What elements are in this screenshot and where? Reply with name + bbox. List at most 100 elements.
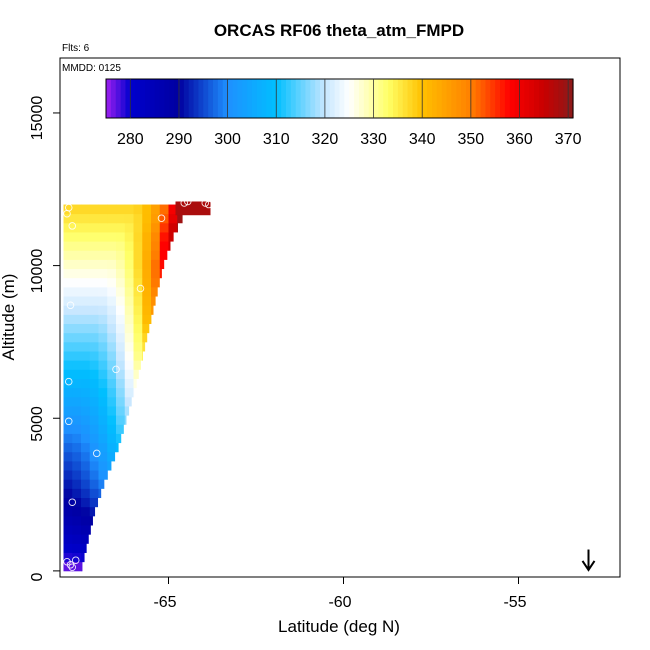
heatmap-cell bbox=[72, 479, 82, 489]
heatmap-cell bbox=[89, 442, 99, 453]
heatmap-cell bbox=[124, 378, 134, 389]
heatmap-cell bbox=[72, 415, 82, 425]
heatmap-cell bbox=[116, 213, 126, 224]
heatmap-cell bbox=[124, 222, 134, 233]
plot-frame bbox=[59, 57, 621, 578]
heatmap-cell bbox=[107, 341, 117, 352]
heatmap-cell bbox=[133, 286, 143, 297]
colorbar-cell bbox=[568, 79, 574, 118]
heatmap-cell bbox=[72, 470, 82, 480]
heatmap-cell bbox=[133, 296, 143, 306]
heatmap-cell bbox=[133, 341, 143, 352]
colorbar-tick-label: 310 bbox=[263, 131, 290, 148]
heatmap-cell bbox=[63, 552, 73, 563]
heatmap-cell bbox=[142, 268, 152, 279]
heatmap-cell bbox=[124, 268, 134, 279]
heatmap-cell bbox=[72, 277, 82, 288]
heatmap-cell bbox=[81, 277, 91, 288]
y-tick-label: 15000 bbox=[29, 96, 46, 141]
heatmap-cell bbox=[81, 305, 91, 315]
colorbar-cell bbox=[456, 79, 462, 118]
heatmap-cell bbox=[81, 442, 91, 453]
y-tick-label: 0 bbox=[29, 572, 46, 581]
heatmap-cell bbox=[107, 351, 117, 361]
colorbar-cell bbox=[354, 79, 360, 118]
heatmap-cell bbox=[72, 250, 82, 260]
colorbar-cell bbox=[222, 79, 229, 118]
heatmap-cell bbox=[72, 396, 82, 407]
heatmap-cell bbox=[168, 204, 178, 215]
heatmap-cell bbox=[124, 387, 134, 398]
heatmap-cell bbox=[72, 314, 82, 325]
heatmap-cell bbox=[81, 406, 91, 416]
flight-point bbox=[183, 197, 192, 206]
heatmap-cell bbox=[107, 268, 117, 279]
y-axis-label: Altitude (m) bbox=[0, 274, 18, 361]
heatmap-cell bbox=[133, 351, 143, 361]
colorbar-cell bbox=[446, 79, 452, 118]
heatmap-cell bbox=[81, 323, 91, 334]
heatmap-cell bbox=[98, 406, 108, 416]
colorbar-cell bbox=[529, 79, 535, 118]
colorbar-cell bbox=[485, 79, 491, 118]
heatmap-cell bbox=[133, 213, 143, 224]
heatmap-cell bbox=[72, 341, 82, 352]
colorbar-tick-label: 360 bbox=[506, 131, 533, 148]
heatmap-cell bbox=[81, 515, 91, 526]
heatmap-cell bbox=[151, 250, 161, 260]
colorbar-cell bbox=[553, 79, 560, 118]
heatmap-cell bbox=[81, 250, 91, 260]
heatmap-cell bbox=[107, 296, 117, 306]
colorbar-cell bbox=[470, 79, 477, 118]
heatmap-cell bbox=[107, 222, 117, 233]
heatmap-cell bbox=[63, 332, 73, 343]
heatmap-cell bbox=[63, 314, 73, 325]
heatmap-cell bbox=[98, 460, 108, 471]
colorbar-cell bbox=[110, 79, 117, 118]
heatmap-cell bbox=[107, 332, 117, 343]
colorbar-cell bbox=[495, 79, 501, 118]
heatmap-cell bbox=[81, 479, 91, 489]
flight-point bbox=[112, 365, 120, 374]
heatmap-cell bbox=[81, 241, 91, 251]
heatmap-cell bbox=[116, 232, 126, 242]
heatmap-cell bbox=[116, 341, 126, 352]
heatmap-cell bbox=[124, 351, 134, 361]
heatmap-cell bbox=[116, 387, 126, 398]
flight-point bbox=[180, 199, 188, 207]
heatmap-cell bbox=[124, 250, 134, 260]
heatmap-cell bbox=[89, 433, 99, 444]
heatmap-cell bbox=[81, 314, 91, 325]
colorbar-cell bbox=[203, 79, 209, 118]
colorbar-cell bbox=[378, 79, 384, 118]
heatmap-cell bbox=[63, 534, 73, 544]
heatmap-cell bbox=[142, 323, 150, 334]
colorbar-cell bbox=[217, 79, 224, 118]
heatmap-cell bbox=[116, 241, 126, 251]
heatmap-cell bbox=[151, 222, 161, 233]
heatmap-cell bbox=[107, 241, 117, 251]
heatmap-cell bbox=[107, 369, 117, 379]
heatmap-cell bbox=[63, 286, 73, 297]
heatmap-cell bbox=[81, 360, 91, 370]
colorbar-cell bbox=[247, 79, 253, 118]
colorbar-cell bbox=[154, 79, 161, 118]
colorbar-cell bbox=[431, 79, 438, 118]
heatmap-cell bbox=[116, 204, 126, 215]
heatmap-cell bbox=[89, 460, 99, 471]
heatmap-cell bbox=[133, 232, 143, 242]
colorbar-cell bbox=[251, 79, 258, 118]
heatmap-cell bbox=[81, 286, 91, 297]
heatmap-cell bbox=[124, 204, 134, 215]
heatmap-cell bbox=[107, 259, 117, 270]
heatmap-cell bbox=[89, 213, 99, 224]
x-tick-label: -60 bbox=[328, 594, 351, 611]
colorbar-frame bbox=[105, 78, 574, 119]
colorbar-tick-label: 290 bbox=[166, 131, 193, 148]
heatmap-cell bbox=[63, 497, 73, 508]
heatmap-cell bbox=[142, 286, 152, 297]
heatmap-cell bbox=[116, 406, 126, 416]
colorbar-cell bbox=[281, 79, 287, 118]
heatmap-cell bbox=[159, 232, 169, 242]
heatmap-cells bbox=[63, 201, 211, 572]
